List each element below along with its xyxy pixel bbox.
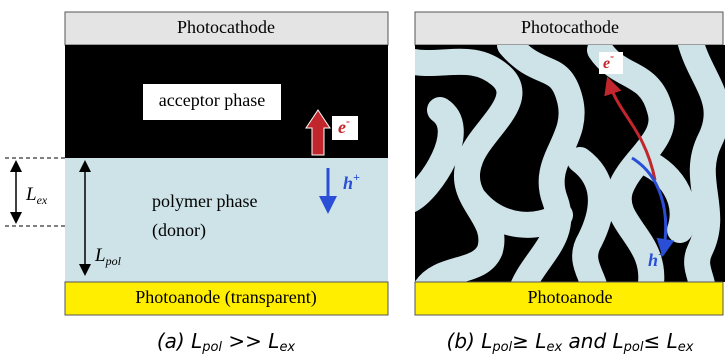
polymer-label: polymer phase bbox=[152, 191, 257, 211]
symbol: e bbox=[338, 117, 346, 137]
caption-b: (b) Lpol≥ Lex and Lpol≤ Lex bbox=[447, 329, 694, 355]
symbol: L bbox=[25, 184, 37, 205]
caption-part: L bbox=[191, 329, 202, 353]
caption-part: L bbox=[667, 329, 678, 353]
caption-part: L bbox=[268, 329, 279, 353]
symbol: e bbox=[603, 55, 610, 72]
photocathode-label: Photocathode bbox=[177, 17, 275, 37]
symbol: L bbox=[94, 245, 106, 266]
caption-part: L bbox=[481, 329, 492, 353]
caption-part: ≤ bbox=[643, 329, 666, 353]
caption-subscript: pol bbox=[623, 340, 644, 355]
caption-part: >> bbox=[222, 329, 268, 353]
subscript: ex bbox=[37, 193, 48, 207]
photoanode-label: Photoanode (transparent) bbox=[135, 287, 316, 308]
caption-part: (a) bbox=[157, 329, 191, 353]
caption-subscript: ex bbox=[678, 340, 694, 355]
superscript: - bbox=[346, 114, 350, 128]
superscript: + bbox=[658, 247, 665, 261]
photocathode-label: Photocathode bbox=[521, 17, 619, 37]
caption-subscript: ex bbox=[279, 340, 295, 355]
caption-subscript: pol bbox=[201, 340, 222, 355]
caption-a: (a) Lpol >> Lex bbox=[157, 329, 296, 355]
superscript: + bbox=[353, 170, 360, 184]
caption-subscript: pol bbox=[491, 340, 512, 355]
panel-b: Photocathode e- h+ Photoanode (b) Lpol≥ … bbox=[405, 12, 725, 355]
symbol: h bbox=[648, 250, 658, 270]
panel-a: Photocathode acceptor phase polymer phas… bbox=[5, 12, 388, 355]
caption-part: ≥ bbox=[512, 329, 535, 353]
figure: Photocathode acceptor phase polymer phas… bbox=[0, 0, 725, 360]
caption-subscript: ex bbox=[546, 340, 562, 355]
photoanode-label: Photoanode bbox=[528, 287, 613, 307]
caption-part: (b) bbox=[447, 329, 482, 353]
symbol: h bbox=[343, 173, 353, 193]
superscript: - bbox=[610, 49, 614, 63]
acceptor-label: acceptor phase bbox=[159, 90, 265, 110]
subscript: pol bbox=[105, 254, 122, 268]
caption-part: L bbox=[535, 329, 546, 353]
caption-part: L bbox=[613, 329, 624, 353]
lex-label: Lex bbox=[25, 184, 48, 206]
donor-label: (donor) bbox=[152, 220, 206, 241]
caption-part: and bbox=[562, 329, 612, 353]
